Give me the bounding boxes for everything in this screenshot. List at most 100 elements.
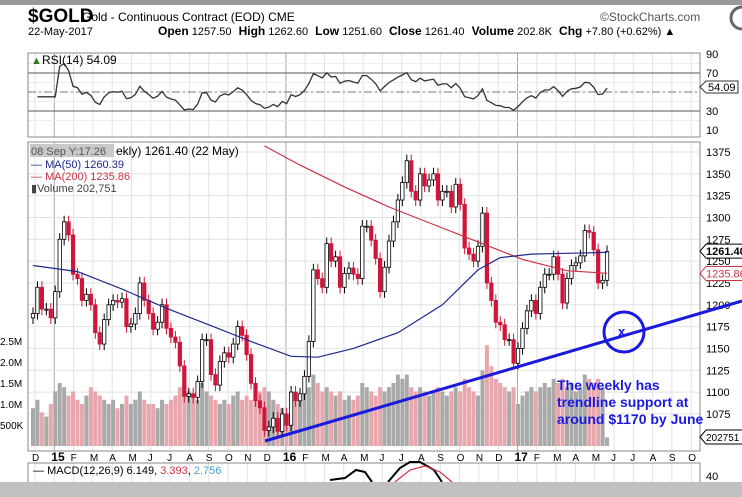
volume-bar <box>462 378 467 446</box>
volume-bar <box>160 399 165 446</box>
quote-date: 22-May-2017 <box>28 26 93 38</box>
volume-bar <box>351 399 356 446</box>
candle-body <box>507 339 512 342</box>
candle-body <box>57 238 62 293</box>
candle-body <box>471 253 476 262</box>
candle-body <box>351 267 356 275</box>
volume-bar <box>364 387 369 446</box>
candle-body <box>346 267 352 274</box>
volume-bar <box>427 395 432 446</box>
candle-body <box>208 339 214 376</box>
volume-bar <box>35 399 40 446</box>
candle-body <box>502 324 507 341</box>
candle-body <box>106 304 111 321</box>
candle-body <box>369 225 374 241</box>
candle-body <box>133 313 138 325</box>
ma200-tag <box>699 265 742 281</box>
candle-body <box>600 279 605 284</box>
x-axis-label: O <box>457 453 465 464</box>
x-axis-label: N <box>244 453 251 464</box>
price-axis-label: 1375 <box>706 147 730 159</box>
volume-bar <box>324 387 329 446</box>
zoom-icon[interactable] <box>729 5 742 31</box>
candle-body <box>222 352 227 362</box>
candle-body <box>217 361 222 386</box>
volume-bar <box>115 408 120 446</box>
candle-body <box>484 212 490 284</box>
volume-bar <box>93 391 98 446</box>
volume-bar <box>573 391 578 446</box>
candle-body <box>124 298 129 328</box>
candle-body <box>315 269 320 279</box>
volume-bar <box>533 391 538 446</box>
volume-bar <box>476 395 480 446</box>
x-axis-label: F <box>71 453 77 464</box>
candle-body <box>573 262 579 266</box>
symbol-name: Gold - Continuous Contract (EOD) CME <box>82 10 295 24</box>
x-axis-label: D <box>32 453 39 464</box>
candle-body <box>493 300 498 323</box>
candle-body <box>244 334 249 355</box>
candle-body <box>146 300 151 314</box>
candle-body <box>489 282 494 301</box>
candle-body <box>280 413 285 432</box>
volume-bar <box>382 391 387 446</box>
volume-bar <box>253 395 258 446</box>
candle-body <box>142 282 147 301</box>
candle-body <box>284 413 289 426</box>
x-axis-label: 16 <box>283 450 297 464</box>
volume-bar <box>249 399 254 446</box>
volume-bar <box>97 395 102 446</box>
volume-bar <box>57 383 62 446</box>
candle-body <box>409 160 414 192</box>
candle-body <box>288 391 294 426</box>
hover-tooltip: 08 Sep Y:17.26 <box>31 146 106 158</box>
candle-body <box>75 273 80 279</box>
candle-body <box>551 256 556 275</box>
volume-bar <box>120 404 124 446</box>
volume-bar <box>431 391 436 446</box>
candle-body <box>293 391 298 402</box>
volume-bar <box>124 395 129 446</box>
volume-bar <box>200 383 205 446</box>
candle-body <box>62 221 67 240</box>
volume-tag-text: 202751 <box>706 433 740 444</box>
symbol: $GOLD <box>28 6 93 27</box>
x-axis-label: J <box>167 453 172 464</box>
volume-bar <box>88 387 93 446</box>
x-axis-label: A <box>650 453 657 464</box>
candle-body <box>115 300 120 303</box>
volume-bar <box>516 404 521 446</box>
volume-bar <box>173 395 178 446</box>
x-axis-label: M <box>592 453 600 464</box>
volume-bar <box>538 387 543 446</box>
candle-body <box>102 319 107 345</box>
candle-body <box>591 231 596 251</box>
candle-body <box>70 234 76 275</box>
volume-bar <box>484 345 489 446</box>
volume-bar <box>217 404 222 446</box>
candle-body <box>475 245 481 262</box>
brand: ©StockCharts.com <box>600 10 700 24</box>
volume-bar <box>84 395 89 446</box>
candle-body <box>213 374 218 386</box>
rsi-value-tag <box>699 80 739 94</box>
candle-body <box>30 313 36 319</box>
annotation-line-2: trendline support at <box>557 394 689 410</box>
volume-bar <box>244 395 249 446</box>
volume-bar <box>204 391 209 446</box>
candle-body <box>373 239 378 259</box>
volume-bar <box>542 383 547 446</box>
volume-bar <box>587 378 592 446</box>
price-axis-label: 1275 <box>706 234 730 246</box>
candle-body <box>128 323 133 327</box>
volume-bar <box>404 374 409 446</box>
candle-body <box>578 255 583 264</box>
candle-body <box>48 308 53 319</box>
candle-body <box>177 341 182 367</box>
volume-bar <box>395 374 400 446</box>
rsi-axis-label: 30 <box>706 106 718 118</box>
volume-bar <box>231 395 236 446</box>
volume-bar <box>605 437 610 446</box>
